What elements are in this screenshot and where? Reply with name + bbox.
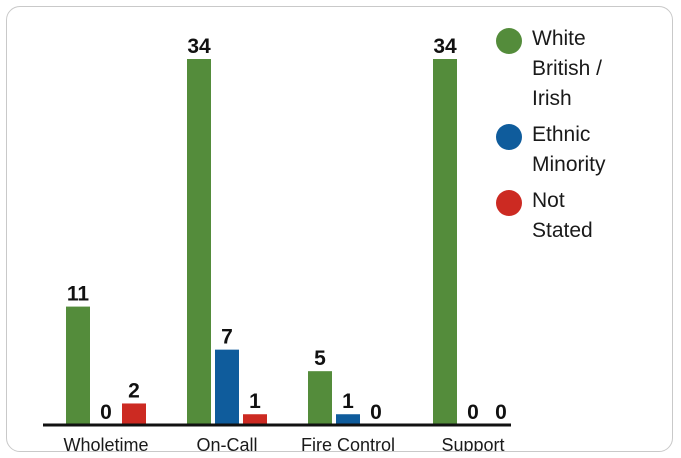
- data-label-support-white-british-irish: 34: [433, 35, 457, 58]
- data-label-fire-control-white-british-irish: 5: [314, 347, 326, 370]
- legend-swatch-not-stated: [496, 190, 522, 216]
- bar-support-white-british-irish: [433, 59, 457, 425]
- legend-item-not-stated: Not Stated: [496, 186, 666, 246]
- x-tick-label-support: Support: [441, 435, 504, 452]
- chart-legend: White British / Irish Ethnic Minority No…: [496, 24, 666, 252]
- data-label-wholetime-white-british-irish: 11: [67, 283, 90, 306]
- legend-item-white-british-irish: White British / Irish: [496, 24, 666, 114]
- data-label-fire-control-not-stated: 0: [370, 401, 382, 424]
- legend-label-not-stated: Not Stated: [532, 189, 593, 242]
- bar-on-call-not-stated: [243, 414, 267, 425]
- legend-swatch-ethnic-minority: [496, 124, 522, 150]
- data-label-support-ethnic-minority: 0: [467, 401, 479, 424]
- data-label-on-call-white-british-irish: 34: [187, 35, 211, 58]
- legend-swatch-white-british-irish: [496, 28, 522, 54]
- bar-fire-control-white-british-irish: [308, 371, 332, 425]
- bar-wholetime-white-british-irish: [66, 306, 90, 425]
- legend-item-ethnic-minority: Ethnic Minority: [496, 120, 666, 180]
- data-label-on-call-ethnic-minority: 7: [221, 326, 233, 349]
- x-tick-label-wholetime: Wholetime: [63, 435, 148, 452]
- x-tick-label-on-call: On-Call: [196, 435, 257, 452]
- bar-wholetime-not-stated: [122, 403, 146, 425]
- bar-fire-control-ethnic-minority: [336, 414, 360, 425]
- x-tick-label-fire-control: Fire Control: [301, 435, 395, 452]
- chart-card: 11 0 2 Wholetime 34 7 1 On-Call 5 1 0 Fire Control 3…: [6, 6, 673, 452]
- legend-label-ethnic-minority: Ethnic Minority: [532, 123, 606, 176]
- data-label-wholetime-ethnic-minority: 0: [100, 401, 112, 424]
- bar-on-call-white-british-irish: [187, 59, 211, 425]
- legend-label-white-british-irish: White British / Irish: [532, 27, 603, 110]
- data-label-fire-control-ethnic-minority: 1: [342, 390, 354, 413]
- data-label-on-call-not-stated: 1: [249, 390, 261, 413]
- bar-on-call-ethnic-minority: [215, 349, 239, 425]
- data-label-wholetime-not-stated: 2: [128, 379, 140, 402]
- data-label-support-not-stated: 0: [495, 401, 507, 424]
